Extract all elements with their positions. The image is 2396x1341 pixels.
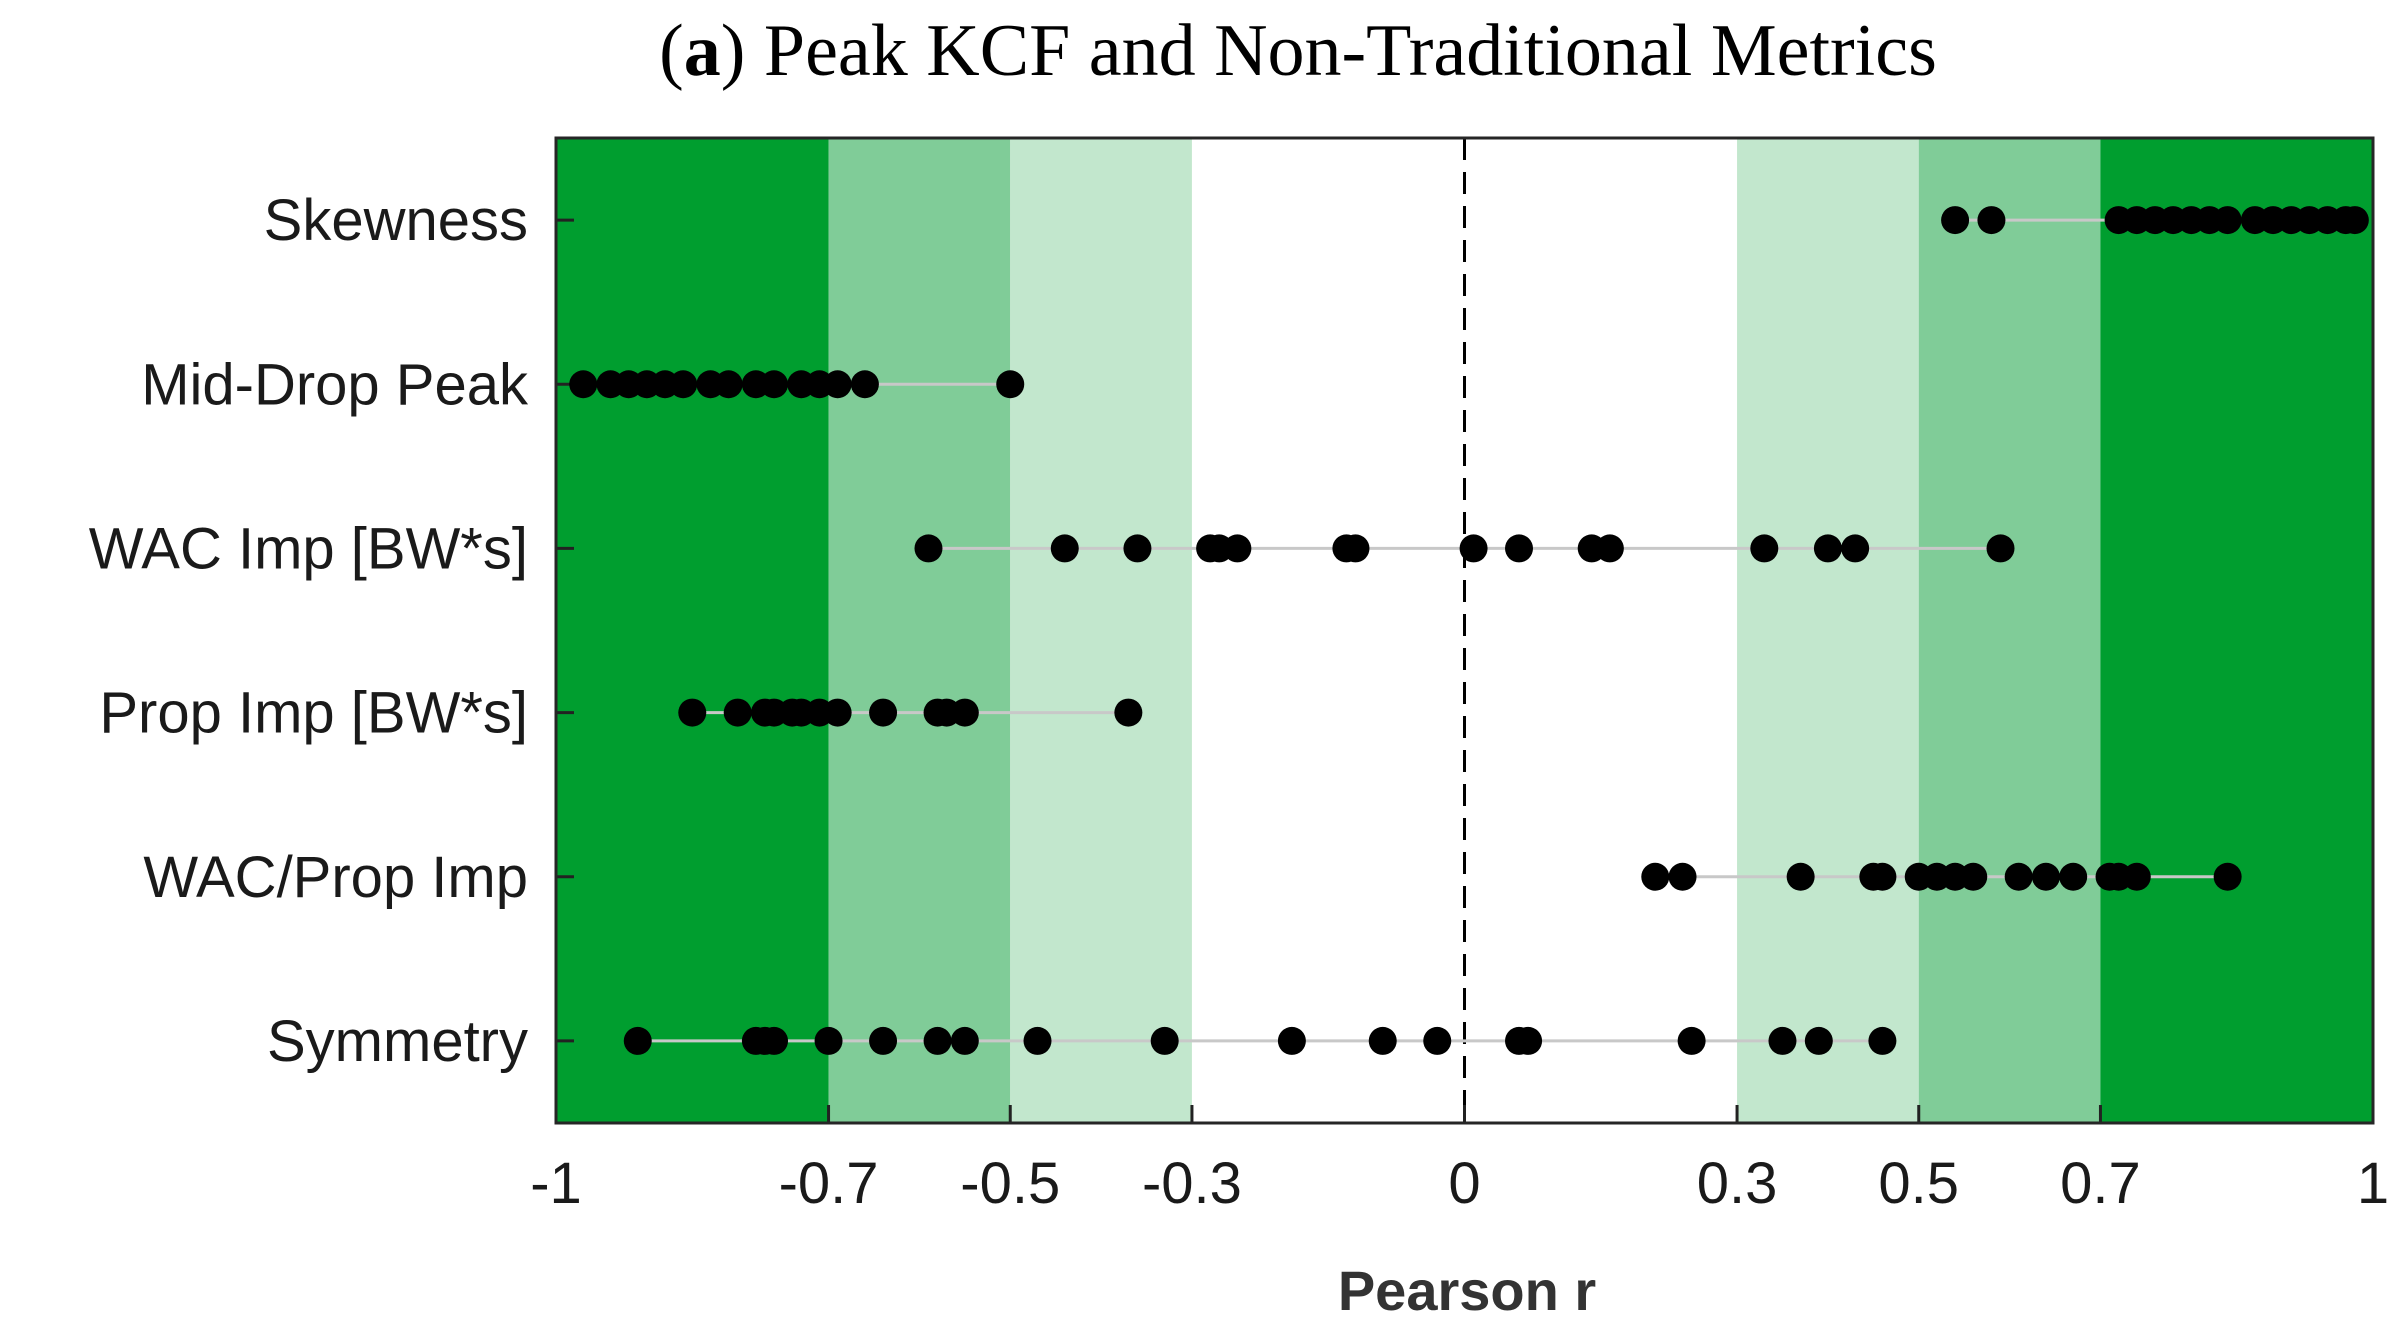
point-mid-drop-peak-0 [569, 370, 598, 399]
x-tick-label-1: -0.7 [779, 1151, 879, 1216]
point-symmetry-6 [923, 1026, 952, 1055]
point-skewness-1 [1977, 206, 2006, 235]
x-tick-label-2: -0.5 [960, 1151, 1060, 1216]
row-wac-prop-imp: WAC/Prop Imp [143, 845, 2242, 910]
row-wac-imp-bw-s: WAC Imp [BW*s] [89, 516, 2015, 581]
category-label-symmetry: Symmetry [267, 1009, 528, 1074]
point-wac-prop-imp-2 [1786, 862, 1815, 891]
point-symmetry-9 [1150, 1026, 1179, 1055]
point-symmetry-11 [1368, 1026, 1397, 1055]
band-moderate-1 [828, 138, 1011, 1123]
point-symmetry-8 [1023, 1026, 1052, 1055]
chart-title-text: Peak KCF and Non-Traditional Metrics [764, 10, 1937, 92]
category-label-wac-prop-imp: WAC/Prop Imp [143, 845, 528, 910]
correlation-bands [556, 138, 2373, 1123]
x-tick-label-4: 0 [1448, 1151, 1480, 1216]
point-prop-imp-bw-s-0 [678, 698, 707, 727]
category-label-skewness: Skewness [264, 188, 528, 253]
point-symmetry-10 [1277, 1026, 1306, 1055]
point-symmetry-16 [1768, 1026, 1797, 1055]
x-tick-label-6: 0.5 [1878, 1151, 1959, 1216]
point-skewness-0 [1941, 206, 1970, 235]
point-wac-prop-imp-9 [2004, 862, 2033, 891]
point-wac-imp-bw-s-15 [1986, 534, 2015, 563]
point-symmetry-12 [1423, 1026, 1452, 1055]
point-wac-imp-bw-s-7 [1341, 534, 1370, 563]
point-wac-imp-bw-s-1 [1050, 534, 1079, 563]
band-strong-6 [2100, 138, 2373, 1123]
point-wac-imp-bw-s-5 [1223, 534, 1252, 563]
point-symmetry-15 [1677, 1026, 1706, 1055]
category-label-wac-imp-bw-s: WAC Imp [BW*s] [89, 516, 528, 581]
x-axis: -1 -0.7 -0.5 -0.3 0 0.3 0.5 0.7 1 [530, 136, 2389, 1216]
point-wac-imp-bw-s-9 [1505, 534, 1534, 563]
point-wac-imp-bw-s-0 [914, 534, 943, 563]
point-wac-prop-imp-8 [1959, 862, 1988, 891]
chart-title-prefix: a [684, 10, 721, 92]
row-prop-imp-bw-s: Prop Imp [BW*s] [99, 681, 1143, 746]
metric-rows: Skewness Mid-Drop Peak WAC Imp [BW*s] Prop … [89, 188, 2369, 1074]
point-symmetry-17 [1804, 1026, 1833, 1055]
point-wac-imp-bw-s-12 [1750, 534, 1779, 563]
point-symmetry-14 [1514, 1026, 1543, 1055]
point-symmetry-5 [869, 1026, 898, 1055]
point-symmetry-4 [814, 1026, 843, 1055]
x-tick-label-7: 0.7 [2060, 1151, 2141, 1216]
point-mid-drop-peak-7 [714, 370, 743, 399]
band-weak-4 [1737, 138, 1919, 1123]
x-tick-label-5: 0.3 [1697, 1151, 1778, 1216]
point-wac-imp-bw-s-2 [1123, 534, 1152, 563]
point-mid-drop-peak-9 [760, 370, 789, 399]
band-strong-0 [556, 138, 829, 1123]
point-wac-prop-imp-10 [2031, 862, 2060, 891]
band-moderate-5 [1918, 138, 2101, 1123]
category-label-prop-imp-bw-s: Prop Imp [BW*s] [99, 681, 528, 746]
band-weak-2 [1010, 138, 1192, 1123]
point-skewness-15 [2340, 206, 2369, 235]
point-mid-drop-peak-13 [850, 370, 879, 399]
point-wac-imp-bw-s-11 [1595, 534, 1624, 563]
point-wac-prop-imp-0 [1641, 862, 1670, 891]
point-mid-drop-peak-5 [669, 370, 698, 399]
point-skewness-8 [2213, 206, 2242, 235]
x-tick-label-8: 1 [2357, 1151, 2389, 1216]
point-prop-imp-bw-s-12 [1114, 698, 1143, 727]
point-prop-imp-bw-s-7 [823, 698, 852, 727]
chart-title-paren-close: ) [721, 10, 764, 92]
row-mid-drop-peak: Mid-Drop Peak [141, 352, 1025, 417]
point-symmetry-0 [623, 1026, 652, 1055]
point-wac-prop-imp-4 [1868, 862, 1897, 891]
point-prop-imp-bw-s-11 [950, 698, 979, 727]
point-symmetry-18 [1868, 1026, 1897, 1055]
plot-frame [554, 136, 2375, 1125]
point-wac-prop-imp-14 [2122, 862, 2151, 891]
row-symmetry: Symmetry [267, 1009, 1897, 1074]
point-wac-prop-imp-15 [2213, 862, 2242, 891]
category-label-mid-drop-peak: Mid-Drop Peak [141, 352, 529, 417]
point-symmetry-3 [760, 1026, 789, 1055]
x-axis-label: Pearson r [1338, 1259, 1596, 1322]
point-wac-imp-bw-s-14 [1841, 534, 1870, 563]
point-wac-imp-bw-s-13 [1813, 534, 1842, 563]
point-symmetry-7 [950, 1026, 979, 1055]
point-wac-prop-imp-11 [2059, 862, 2088, 891]
point-wac-imp-bw-s-8 [1459, 534, 1488, 563]
point-mid-drop-peak-14 [996, 370, 1025, 399]
point-mid-drop-peak-12 [823, 370, 852, 399]
point-wac-prop-imp-1 [1668, 862, 1697, 891]
point-prop-imp-bw-s-8 [869, 698, 898, 727]
row-skewness: Skewness [264, 188, 2369, 253]
point-prop-imp-bw-s-1 [723, 698, 752, 727]
chart-title-paren-open: ( [659, 10, 684, 92]
chart-title: (a) Peak KCF and Non-Traditional Metrics [659, 10, 1937, 92]
x-tick-label-0: -1 [530, 1151, 582, 1216]
x-tick-label-3: -0.3 [1142, 1151, 1242, 1216]
